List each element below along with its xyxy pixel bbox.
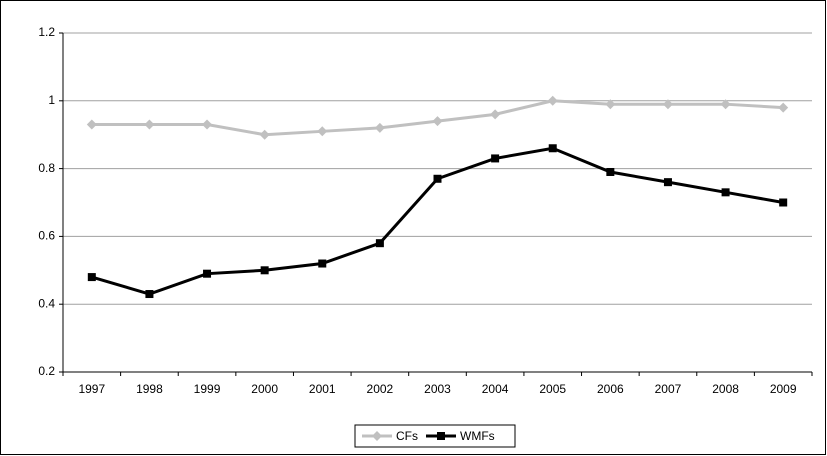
x-tick-label: 2006: [597, 382, 624, 396]
legend-label: WMFs: [460, 429, 495, 443]
y-tick-label: 1: [48, 93, 55, 107]
marker: [145, 290, 154, 299]
x-tick-label: 2009: [770, 382, 797, 396]
marker: [547, 95, 558, 106]
x-tick-label: 2008: [712, 382, 739, 396]
marker: [260, 266, 269, 275]
x-tick-label: 1998: [136, 382, 163, 396]
y-tick-label: 0.4: [38, 296, 55, 310]
x-tick-label: 2005: [539, 382, 566, 396]
x-tick-label: 2002: [367, 382, 394, 396]
marker: [375, 239, 384, 248]
marker: [87, 273, 96, 282]
marker: [548, 144, 557, 153]
marker: [374, 122, 385, 133]
marker: [606, 167, 615, 176]
marker: [317, 126, 328, 137]
marker: [490, 109, 501, 120]
marker: [318, 259, 327, 268]
y-tick-label: 1.2: [38, 25, 55, 39]
marker: [491, 154, 500, 163]
x-tick-label: 1999: [194, 382, 221, 396]
marker: [372, 431, 382, 441]
x-tick-label: 1997: [78, 382, 105, 396]
y-tick-label: 0.6: [38, 229, 55, 243]
marker: [721, 188, 730, 197]
marker: [86, 119, 97, 130]
x-tick-label: 2007: [655, 382, 682, 396]
marker: [433, 174, 442, 183]
x-tick-label: 2004: [482, 382, 509, 396]
y-tick-label: 0.8: [38, 161, 55, 175]
marker: [203, 269, 212, 278]
marker: [605, 99, 616, 110]
marker: [437, 432, 445, 440]
y-tick-label: 0.2: [38, 364, 55, 378]
x-tick-label: 2003: [424, 382, 451, 396]
marker: [144, 119, 155, 130]
marker: [720, 99, 731, 110]
legend-label: CFs: [396, 429, 418, 443]
x-tick-label: 2000: [251, 382, 278, 396]
marker: [779, 198, 788, 207]
marker: [662, 99, 673, 110]
marker: [259, 129, 270, 140]
marker: [778, 102, 789, 113]
marker: [202, 119, 213, 130]
x-tick-label: 2001: [309, 382, 336, 396]
marker: [432, 116, 443, 127]
marker: [663, 178, 672, 187]
